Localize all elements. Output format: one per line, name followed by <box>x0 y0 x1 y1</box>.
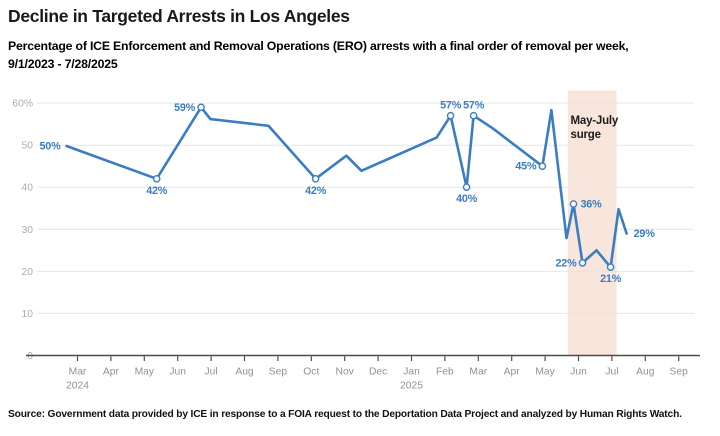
y-axis-tick-label: 60% <box>12 99 33 110</box>
chart-subtitle-line-2: 9/1/2023 - 7/28/2025 <box>8 56 118 71</box>
chart-subtitle-line-1: Percentage of ICE Enforcement and Remova… <box>8 39 629 53</box>
x-axis-tick-label: Apr <box>103 367 120 378</box>
x-axis-tick-label: Jun <box>169 367 186 378</box>
x-axis-tick-label: Aug <box>636 367 655 378</box>
data-point-label: 29% <box>634 228 656 240</box>
x-axis-year-label: 2024 <box>66 381 89 392</box>
data-point-label: 42% <box>146 185 168 197</box>
x-axis-tick-label: Aug <box>235 367 254 378</box>
data-point-marker <box>152 174 161 183</box>
x-axis-tick-label: Jan <box>403 367 420 378</box>
data-point-marker <box>569 200 578 208</box>
data-point-label: 36% <box>581 199 603 211</box>
data-point-label: 21% <box>600 273 622 285</box>
data-point-marker <box>446 111 455 120</box>
y-axis-tick-label: 50 <box>22 141 34 152</box>
x-axis-tick-label: Dec <box>369 367 387 378</box>
data-point-label: 42% <box>305 185 327 197</box>
y-axis-tick-label: 40 <box>22 183 34 194</box>
data-point-label: 57% <box>463 100 485 112</box>
source-note: Source: Government data provided by ICE … <box>8 409 682 420</box>
chart-title: Decline in Targeted Arrests in Los Angel… <box>8 6 350 26</box>
x-axis-tick-label: Mar <box>69 367 87 378</box>
trend-line <box>65 106 628 269</box>
annotation-may-july-surge: surge <box>571 129 601 141</box>
data-point-marker <box>606 263 615 272</box>
x-axis-tick-label: Sep <box>670 367 689 378</box>
x-axis-tick-label: Feb <box>436 367 454 378</box>
x-axis-tick-label: Apr <box>504 367 521 378</box>
x-axis-year-label: 2025 <box>400 381 423 392</box>
data-point-marker <box>469 111 478 120</box>
annotation-may-july-surge: May-July <box>571 115 619 127</box>
x-axis-tick-label: Jun <box>570 367 587 378</box>
chart-subtitle: Percentage of ICE Enforcement and Remova… <box>8 38 698 73</box>
data-point-label: 50% <box>39 141 61 153</box>
data-point-label: 57% <box>440 100 462 112</box>
x-axis-tick-label: Sep <box>269 367 288 378</box>
y-axis-tick-label: 10 <box>22 309 34 320</box>
x-axis-tick-label: Mar <box>469 367 487 378</box>
data-point-marker <box>578 259 587 267</box>
data-point-marker <box>197 103 205 112</box>
data-point-label: 59% <box>174 102 196 114</box>
data-point-marker <box>538 162 547 170</box>
data-point-marker <box>311 174 320 183</box>
data-point-label: 40% <box>456 193 478 205</box>
y-axis-tick-label: 30 <box>22 225 34 236</box>
data-point-label: 45% <box>515 161 537 173</box>
x-axis-tick-label: May <box>135 367 155 378</box>
x-axis-tick-label: Oct <box>303 367 319 378</box>
data-point-marker <box>462 183 471 191</box>
y-axis-tick-label: 20 <box>22 267 34 278</box>
x-axis-tick-label: Nov <box>336 367 355 378</box>
x-axis-tick-label: Jul <box>605 367 618 378</box>
data-point-label: 22% <box>555 257 577 269</box>
y-axis-tick-label: 0 <box>27 351 33 362</box>
x-axis-tick-label: Jul <box>205 367 218 378</box>
x-axis-tick-label: May <box>535 367 555 378</box>
